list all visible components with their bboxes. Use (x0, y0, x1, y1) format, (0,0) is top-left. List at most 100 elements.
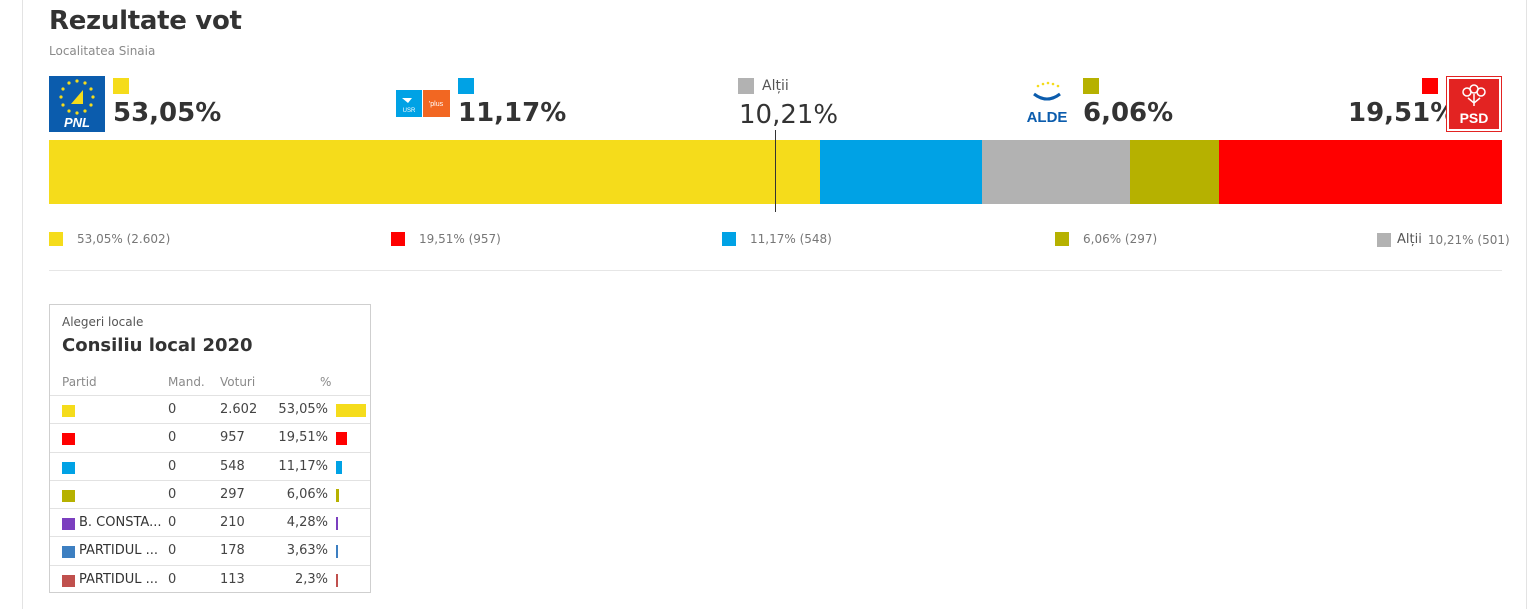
percent-bar (336, 404, 366, 417)
percent-cell: 19,51% (278, 430, 328, 446)
legend-item-altii: Alții 10,21% (501) (1377, 232, 1510, 247)
majority-marker-line (775, 130, 776, 212)
page-title: Rezultate vot (49, 6, 242, 36)
mandates-cell: 0 (168, 458, 177, 474)
legend-value: 6,06% (297) (1083, 232, 1158, 246)
bar-segment-altii[interactable] (982, 140, 1131, 204)
mandates-cell: 0 (168, 571, 177, 587)
party-color-swatch (62, 518, 75, 531)
votes-cell: 113 (220, 571, 245, 587)
party-color-swatch (62, 461, 75, 474)
table-row[interactable]: 0 548 11,17% (50, 451, 370, 480)
mandates-cell: 0 (168, 402, 177, 417)
psd-swatch (1422, 78, 1438, 94)
legend-item-pnl: 53,05% (2.602) (49, 232, 170, 246)
legend-value: 10,21% (501) (1427, 232, 1510, 247)
results-card[interactable]: Alegeri locale Consiliu local 2020 Parti… (49, 304, 371, 593)
party-name: PARTIDUL ... (79, 543, 159, 559)
percent-cell: 53,05% (278, 402, 328, 417)
alde-percentage: 6,06% (1083, 98, 1174, 128)
pnl-percentage: 53,05% (113, 98, 222, 128)
votes-cell: 210 (220, 515, 245, 531)
results-table: 0 2.602 53,05% 0 957 19,51% 0 548 11,17% 0 297 6,06… (50, 395, 370, 593)
usr-logo-text: USR (403, 108, 416, 114)
percent-bar (336, 460, 343, 474)
percent-bar (336, 573, 338, 587)
column-header-voturi: Voturi (220, 375, 256, 389)
legend-swatch (1055, 232, 1069, 246)
election-title: Consiliu local 2020 (62, 335, 253, 356)
percent-cell: 4,28% (286, 515, 328, 531)
altii-label: Alții (762, 78, 789, 94)
mandates-cell: 0 (168, 515, 177, 531)
section-divider (49, 270, 1502, 271)
alde-swatch (1083, 78, 1099, 94)
legend-item-alde: 6,06% (297) (1055, 232, 1157, 246)
table-row[interactable]: B. CONSTA... 0 210 4,28% (50, 508, 370, 536)
usr-plus-logo-icon: USR 'plus (396, 90, 450, 117)
table-row[interactable]: PARTIDUL ... 0 113 2,3% (50, 564, 370, 593)
votes-cell: 297 (220, 486, 245, 502)
election-category: Alegeri locale (62, 315, 144, 329)
usr-percentage: 11,17% (458, 98, 567, 128)
percent-bar (336, 488, 340, 502)
percent-bar (336, 545, 339, 559)
party-name: B. CONSTA... (79, 515, 162, 531)
mandates-cell: 0 (168, 486, 177, 502)
left-border (22, 0, 23, 609)
alde-logo-icon: ALDE (1024, 80, 1070, 126)
pnl-logo-text: PNL (64, 115, 90, 130)
votes-cell: 2.602 (220, 402, 258, 417)
legend-swatch (49, 232, 63, 246)
party-color-swatch (62, 546, 75, 559)
table-row[interactable]: PARTIDUL ... 0 178 3,63% (50, 536, 370, 564)
bar-segment-psd[interactable] (1218, 140, 1502, 204)
legend-item-psd: 19,51% (957) (391, 232, 501, 246)
bar-segment-pnl[interactable] (49, 140, 820, 204)
votes-cell: 957 (220, 430, 245, 446)
column-header-pct: % (320, 375, 332, 389)
party-color-swatch (62, 574, 75, 587)
percent-cell: 6,06% (286, 486, 328, 502)
alde-logo-text: ALDE (1027, 109, 1068, 126)
bar-segment-alde[interactable] (1130, 140, 1219, 204)
legend-item-usr: 11,17% (548) (722, 232, 832, 246)
locality-subtitle: Localitatea Sinaia (49, 44, 156, 58)
table-row[interactable]: 0 297 6,06% (50, 479, 370, 508)
legend-value: 53,05% (2.602) (77, 232, 171, 246)
legend-swatch (391, 232, 405, 246)
percent-bar (336, 517, 339, 531)
party-color-swatch (62, 433, 75, 446)
usr-swatch (458, 78, 474, 94)
altii-swatch (738, 78, 754, 94)
percent-cell: 3,63% (286, 543, 328, 559)
plus-logo-text: 'plus (429, 101, 444, 108)
right-border (1526, 0, 1527, 609)
percent-cell: 11,17% (278, 458, 328, 474)
table-row[interactable]: 0 957 19,51% (50, 423, 370, 451)
percent-cell: 2,3% (294, 571, 328, 587)
column-header-mand: Mand. (168, 375, 205, 389)
percent-bar (336, 432, 348, 446)
mandates-cell: 0 (168, 430, 177, 446)
party-color-swatch (62, 489, 75, 502)
legend-name: Alții (1397, 232, 1422, 247)
psd-logo-text: PSD (1460, 110, 1489, 126)
table-row[interactable]: 0 2.602 53,05% (50, 395, 370, 423)
altii-percentage: 10,21% (739, 100, 839, 130)
legend-swatch (1377, 232, 1391, 247)
bar-segment-usr[interactable] (819, 140, 983, 204)
votes-cell: 178 (220, 543, 245, 559)
votes-cell: 548 (220, 458, 245, 474)
psd-logo-icon: PSD (1446, 76, 1502, 132)
column-header-partid: Partid (62, 375, 97, 389)
party-color-swatch (62, 405, 75, 417)
pnl-swatch (113, 78, 129, 94)
legend-value: 11,17% (548) (750, 232, 832, 246)
psd-percentage: 19,51% (1348, 98, 1457, 128)
mandates-cell: 0 (168, 543, 177, 559)
pnl-logo-icon: PNL (49, 76, 105, 132)
legend-value: 19,51% (957) (419, 232, 501, 246)
stacked-results-bar (49, 140, 1502, 204)
legend-swatch (722, 232, 736, 246)
